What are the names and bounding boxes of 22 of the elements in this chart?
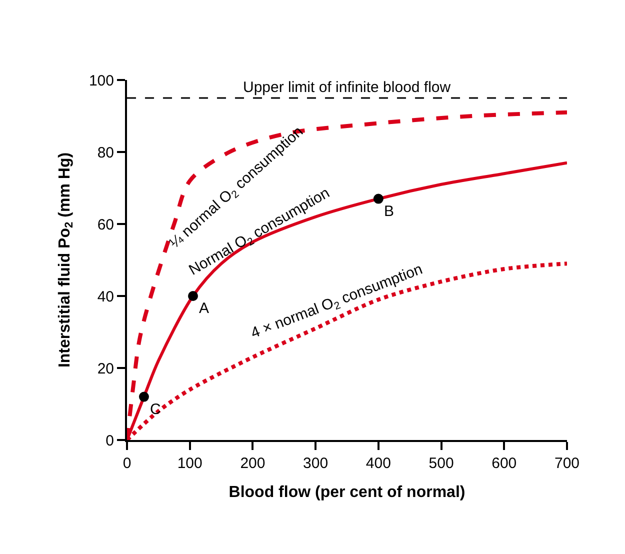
y-tick-label: 20 bbox=[97, 360, 114, 378]
y-tick-label: 40 bbox=[97, 288, 114, 306]
point bbox=[138, 392, 149, 402]
x-tick-label: 500 bbox=[428, 455, 454, 472]
point bbox=[188, 291, 198, 301]
x-axis-title: Blood flow (per cent of normal) bbox=[228, 484, 466, 502]
y-tick-label: 100 bbox=[88, 72, 114, 90]
point bbox=[373, 194, 384, 204]
ref-line-label: Upper limit of infinite blood flow bbox=[243, 79, 451, 96]
y-tick-label: 80 bbox=[97, 144, 114, 162]
annotation: A bbox=[199, 300, 210, 317]
x-tick-label: 300 bbox=[303, 455, 328, 472]
x-tick-label: 200 bbox=[240, 455, 266, 472]
annotation: B bbox=[384, 203, 394, 220]
x-tick-label: 700 bbox=[554, 455, 580, 472]
x-tick-label: 100 bbox=[177, 455, 202, 472]
x-tick-label: 0 bbox=[122, 455, 132, 472]
x-tick-label: 400 bbox=[366, 455, 391, 472]
y-tick-label: 0 bbox=[106, 432, 114, 450]
y-tick-label: 60 bbox=[97, 216, 114, 234]
x-tick-label: 600 bbox=[492, 455, 517, 472]
annotation: C bbox=[150, 401, 161, 418]
